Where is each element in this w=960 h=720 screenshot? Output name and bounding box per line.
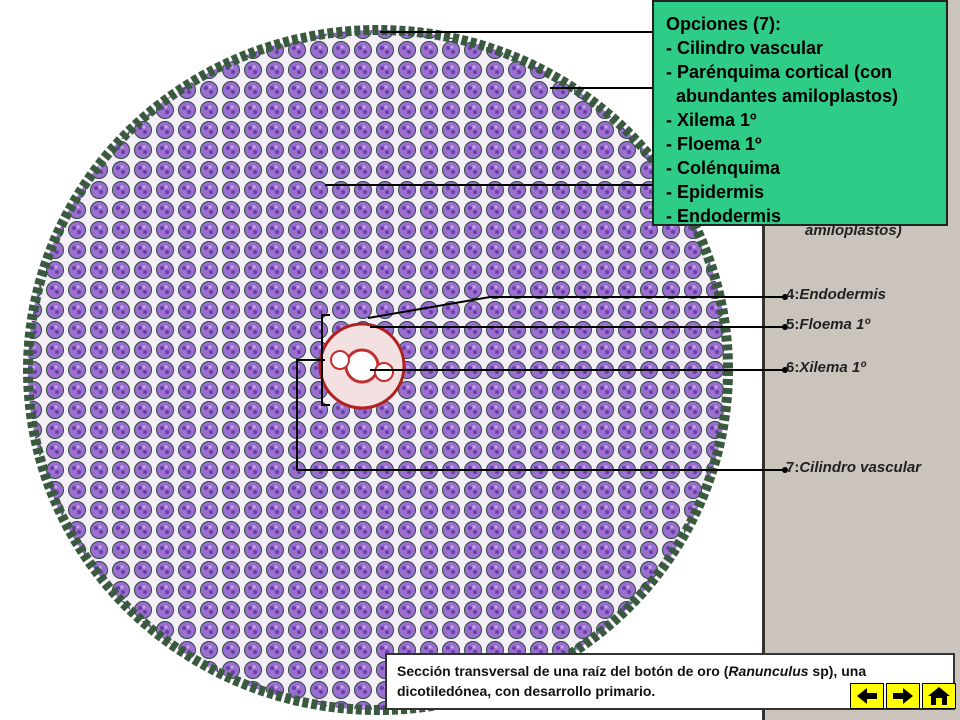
- pointer-ends: [755, 294, 788, 473]
- option-item: - Cilindro vascular: [666, 38, 824, 58]
- home-button[interactable]: [922, 683, 956, 709]
- option-item: - Parénquima cortical (con: [666, 62, 893, 82]
- option-item: - Colénquima: [666, 158, 781, 178]
- label: 4:Endodermis: [786, 286, 886, 303]
- forward-button[interactable]: [886, 683, 920, 709]
- back-button[interactable]: [850, 683, 884, 709]
- caption-text: sp), una dicotiledónea, con desarrollo p…: [397, 663, 867, 699]
- label-text: Xilema 1º: [799, 359, 866, 376]
- label-number: 4:: [786, 286, 800, 303]
- label: 5:Floema 1º: [786, 316, 870, 333]
- caption-species: Ranunculus: [728, 663, 809, 679]
- caption-text: Sección transversal de una raíz del botó…: [397, 663, 729, 679]
- label: 7:Cilindro vascular: [786, 459, 921, 476]
- option-item: - Xilema 1º: [666, 110, 757, 130]
- label-number: 7:: [786, 459, 800, 476]
- label-number: 5:: [786, 316, 800, 333]
- label: 6:Xilema 1º: [786, 359, 866, 376]
- option-item: - Epidermis: [666, 182, 765, 202]
- label-text: Cilindro vascular: [799, 459, 922, 476]
- option-item: - Floema 1º: [666, 134, 762, 154]
- micrograph: [23, 25, 760, 715]
- options-box: Opciones (7): - Cilindro vascular - Parén…: [652, 0, 948, 226]
- label-text: Floema 1º: [799, 316, 870, 333]
- options-title: Opciones (7):: [666, 14, 782, 34]
- label-number: 6:: [786, 359, 800, 376]
- label-text: Endodermis: [799, 286, 887, 303]
- option-item: abundantes amiloplastos): [666, 86, 899, 106]
- partial-label: amiloplastos): [805, 222, 902, 239]
- option-item: - Endodermis: [666, 206, 782, 226]
